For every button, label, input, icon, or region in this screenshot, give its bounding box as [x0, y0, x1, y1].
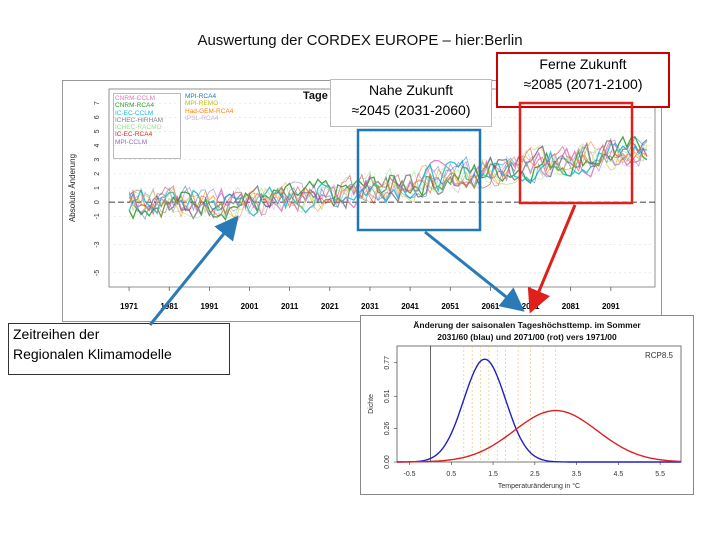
legend-entry: IPSL-RCA4 — [185, 114, 219, 122]
x-tick-label: 1971 — [120, 302, 138, 311]
models-callout: Zeitreihen der Regionalen Klimamodelle — [8, 323, 230, 375]
legend-entry: MPI-CCLM — [115, 138, 148, 146]
density-x-tick-label: 0.5 — [446, 471, 456, 478]
x-tick-label: 2061 — [481, 302, 499, 311]
density-legend: RCP8.5 — [645, 351, 674, 360]
density-x-axis-label: Temperaturänderung in °C — [498, 482, 580, 490]
models-label-1: Zeitreihen der — [13, 326, 100, 342]
far-future-range: ≈2085 (2071-2100) — [523, 76, 643, 92]
models-label-2: Regionalen Klimamodelle — [13, 346, 172, 362]
density-x-tick-label: 2.5 — [530, 471, 540, 478]
y-tick-label: 0 — [94, 200, 101, 204]
x-tick-label: 1991 — [200, 302, 218, 311]
legend-entry: CNRM-CCLM — [115, 95, 156, 102]
density-title-line2: 2031/60 (blau) und 2071/00 (rot) vers 19… — [437, 332, 617, 342]
density-plot-area — [396, 345, 682, 463]
y-tick-label: 6 — [94, 115, 101, 119]
y-tick-label: 1 — [94, 186, 101, 190]
density-y-tick-label: 0.77 — [384, 356, 391, 370]
legend-entry: IC-EC-CCLM — [115, 109, 154, 117]
x-tick-label: 1981 — [160, 302, 178, 311]
density-curve — [397, 409, 682, 463]
legend-col1: CNRM-CCLM CNRM-RCA4 IC-EC-CCLM ICHEC-HIRHAM… — [113, 93, 181, 159]
y-tick-label: -1 — [94, 213, 101, 219]
legend-entry: Had-GEM-RCA4 — [185, 107, 234, 115]
density-x-tick-label: 1.5 — [488, 471, 498, 478]
y-tick-label: -3 — [94, 241, 101, 247]
y-tick-label: 4 — [94, 144, 101, 148]
legend-entry: ICHEC-HIRHAM — [115, 116, 164, 124]
x-tick-label: 2051 — [441, 302, 459, 311]
y-tick-label: 2 — [94, 172, 101, 176]
x-tick-label: 2031 — [361, 302, 379, 311]
density-panel: Änderung der saisonalen Tageshöchsttemp.… — [360, 315, 694, 495]
density-y-tick-label: 0.26 — [384, 422, 391, 436]
x-tick-label: 2041 — [401, 302, 419, 311]
chart-title: Tage — [303, 90, 328, 102]
x-tick-label: 2001 — [241, 302, 259, 311]
x-tick-label: 2091 — [602, 302, 620, 311]
far-future-callout: Ferne Zukunft ≈2085 (2071-2100) — [496, 52, 670, 108]
page-title: Auswertung der CORDEX EUROPE – hier:Berl… — [197, 32, 523, 49]
legend-col2: MPI-RCA4 MPI-REMO Had-GEM-RCA4 IPSL-RCA4 — [185, 93, 249, 127]
x-tick-label: 2021 — [321, 302, 339, 311]
near-future-callout: Nahe Zukunft ≈2045 (2031-2060) — [330, 79, 492, 127]
density-x-tick-label: 3.5 — [572, 471, 582, 478]
legend-entry: MPI-RCA4 — [185, 93, 217, 100]
density-chart: Änderung der saisonalen Tageshöchsttemp.… — [368, 320, 682, 490]
density-y-axis-label: Dichte — [368, 394, 375, 414]
x-tick-label: 2011 — [281, 302, 299, 311]
y-axis-label: Absolute Änderung — [68, 154, 77, 222]
legend-entry: IC-EC-RCA4 — [115, 131, 153, 139]
x-tick-label: 2071 — [522, 302, 540, 311]
density-curve — [397, 358, 681, 463]
far-future-label: Ferne Zukunft — [539, 56, 627, 72]
density-title-line1: Änderung der saisonalen Tageshöchsttemp.… — [413, 320, 641, 330]
legend-entry: CNRM-RCA4 — [115, 102, 154, 110]
y-tick-label: 3 — [94, 158, 101, 162]
density-y-tick-label: 0.00 — [384, 455, 391, 469]
y-tick-label: -5 — [94, 270, 101, 276]
near-future-label: Nahe Zukunft — [368, 82, 454, 98]
legend-entry: MPI-REMO — [185, 100, 219, 108]
legend-entry: ICHEC-RACMO — [115, 124, 162, 132]
density-x-tick-label: -0.5 — [403, 471, 415, 478]
y-tick-label: 5 — [94, 129, 101, 133]
density-x-tick-label: 5.5 — [655, 471, 665, 478]
near-future-range: ≈2045 (2031-2060) — [351, 102, 471, 118]
density-y-tick-label: 0.51 — [384, 389, 391, 403]
y-tick-label: 7 — [94, 101, 101, 105]
x-tick-label: 2081 — [562, 302, 580, 311]
density-x-tick-label: 4.5 — [613, 471, 623, 478]
